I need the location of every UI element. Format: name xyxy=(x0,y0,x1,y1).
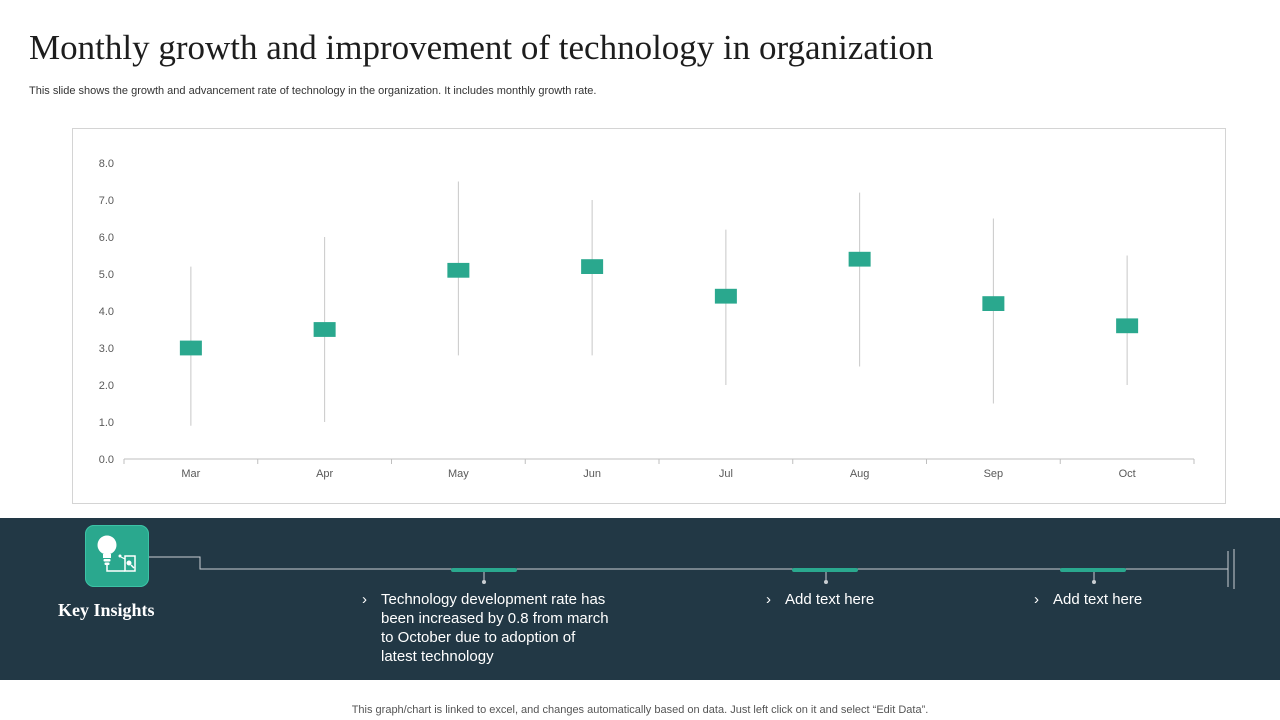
x-tick-label: Sep xyxy=(984,468,1004,480)
lightbulb-icon xyxy=(97,535,136,572)
chevron-right-icon: › xyxy=(766,591,771,608)
y-tick-label: 5.0 xyxy=(99,269,114,281)
x-tick-label: Jul xyxy=(719,468,733,480)
candle-mar xyxy=(179,340,202,356)
page-subtitle: This slide shows the growth and advancem… xyxy=(29,85,597,97)
x-tick-label: Jun xyxy=(583,468,601,480)
y-tick-label: 8.0 xyxy=(99,158,114,170)
x-tick-label: May xyxy=(448,468,469,480)
candlestick-chart[interactable]: 0.01.02.03.04.05.06.07.08.0Growth Rate R… xyxy=(73,129,1225,503)
candle-jun xyxy=(581,259,604,274)
y-tick-label: 1.0 xyxy=(99,417,114,429)
timeline-marker-3 xyxy=(1060,568,1126,584)
timeline-marker-2 xyxy=(792,568,858,584)
insight-text: Technology development rate has been inc… xyxy=(381,591,609,665)
insight-text: Add text here xyxy=(1053,591,1143,608)
x-tick-label: Apr xyxy=(316,468,333,480)
y-tick-label: 4.0 xyxy=(99,306,114,318)
candle-aug xyxy=(848,251,871,267)
page-title: Monthly growth and improvement of techno… xyxy=(29,28,934,67)
chevron-right-icon: › xyxy=(362,591,367,608)
y-tick-label: 2.0 xyxy=(99,380,114,392)
x-tick-label: Mar xyxy=(181,468,200,480)
key-insights-icon-tile xyxy=(85,525,149,587)
x-tick-label: Aug xyxy=(850,468,870,480)
candle-jul xyxy=(714,288,737,304)
insights-timeline xyxy=(149,549,1235,589)
key-insights-panel: Key Insights › Technology development ra… xyxy=(0,518,1280,680)
timeline-marker-1 xyxy=(451,568,517,584)
candle-oct xyxy=(1116,318,1139,334)
candle-sep xyxy=(982,296,1005,311)
candle-apr xyxy=(313,322,336,337)
chevron-right-icon: › xyxy=(1034,591,1039,608)
insight-text: Add text here xyxy=(785,591,875,608)
y-tick-label: 6.0 xyxy=(99,232,114,244)
x-tick-label: Oct xyxy=(1119,468,1136,480)
timeline-connector xyxy=(149,556,1228,570)
candle-may xyxy=(447,262,470,278)
chart-frame[interactable]: 0.01.02.03.04.05.06.07.08.0Growth Rate R… xyxy=(72,128,1226,504)
footer-note: This graph/chart is linked to excel, and… xyxy=(351,704,929,716)
y-tick-label: 7.0 xyxy=(99,195,114,207)
y-tick-label: 3.0 xyxy=(99,343,114,355)
y-tick-label: 0.0 xyxy=(99,454,114,466)
key-insights-label: Key Insights xyxy=(58,600,155,620)
